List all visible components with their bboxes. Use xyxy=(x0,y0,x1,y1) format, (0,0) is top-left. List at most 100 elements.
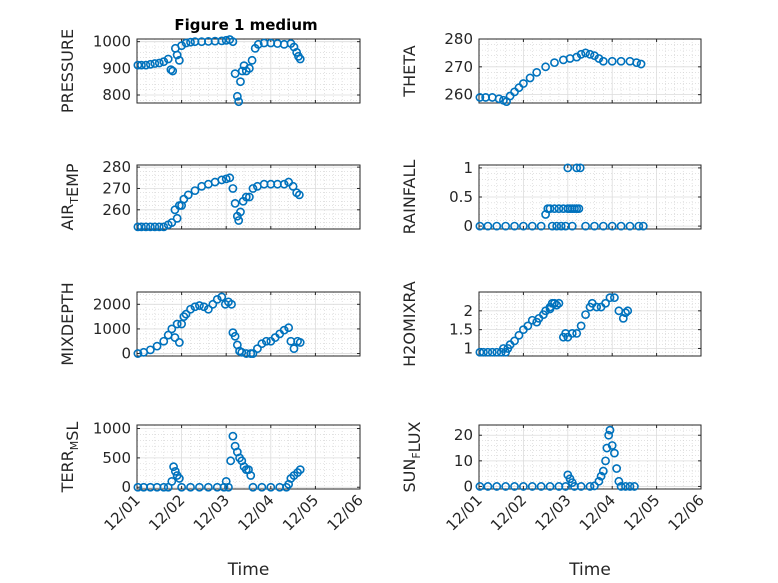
data-point xyxy=(288,181,298,191)
data-point xyxy=(519,482,528,491)
data-point xyxy=(247,55,257,65)
y-axis-label: TERRMSL xyxy=(58,422,82,494)
data-point xyxy=(253,39,263,49)
data-point xyxy=(141,222,151,232)
data-point xyxy=(536,221,546,231)
data-point xyxy=(612,464,622,473)
data-point xyxy=(605,425,615,435)
data-point xyxy=(492,482,502,491)
data-point xyxy=(536,482,546,491)
data-point xyxy=(241,192,251,202)
y-tick-label: 0 xyxy=(463,477,473,495)
data-point xyxy=(190,186,200,195)
data-point xyxy=(174,474,184,483)
data-point xyxy=(294,190,304,200)
data-point xyxy=(610,293,619,303)
y-axis-label: SUNFLUX xyxy=(400,421,424,492)
data-point xyxy=(610,448,619,458)
data-point xyxy=(166,65,176,75)
data-point xyxy=(227,299,236,309)
series-markers xyxy=(133,35,305,107)
data-point xyxy=(167,476,177,486)
data-point xyxy=(172,50,182,60)
data-point xyxy=(519,79,528,88)
y-tick-label: 260 xyxy=(102,201,131,219)
data-point xyxy=(483,221,493,231)
y-tick-label: 800 xyxy=(102,86,131,104)
data-point xyxy=(550,298,559,308)
data-point xyxy=(510,482,519,491)
axes-box xyxy=(136,424,361,490)
data-point xyxy=(225,173,235,183)
data-point xyxy=(594,476,604,486)
data-point xyxy=(159,336,169,346)
data-point xyxy=(179,312,189,322)
plot-area xyxy=(479,39,701,103)
data-point xyxy=(261,336,271,346)
data-point xyxy=(234,97,244,107)
subplot-rainfall: 0 0.5 1 RAINFALL xyxy=(400,159,702,235)
data-point xyxy=(234,216,244,225)
data-point xyxy=(607,56,617,66)
data-point xyxy=(638,221,648,231)
subplot-theta: 260 270 280 THETA xyxy=(400,30,702,107)
series-markers xyxy=(475,293,633,357)
data-point xyxy=(572,163,582,173)
data-point xyxy=(199,302,209,312)
data-point xyxy=(181,309,191,319)
y-axis-label: AIRTEMP xyxy=(58,163,82,230)
data-point xyxy=(237,347,247,357)
data-point xyxy=(167,218,177,227)
data-point xyxy=(592,302,602,312)
data-point xyxy=(541,62,550,72)
data-point xyxy=(616,482,626,491)
data-point xyxy=(574,204,584,214)
data-point xyxy=(150,222,160,232)
x-tick-label: 12/04 xyxy=(576,491,619,534)
data-point xyxy=(585,482,595,491)
data-point xyxy=(576,482,586,491)
data-point xyxy=(605,293,615,303)
data-point xyxy=(552,300,562,310)
data-point xyxy=(552,221,562,231)
data-point xyxy=(186,37,195,47)
data-point xyxy=(244,192,254,202)
data-point xyxy=(212,294,222,304)
subplot-h2omixra: 11.52 H2OMIXRA xyxy=(400,281,702,367)
data-point xyxy=(150,59,160,68)
data-point xyxy=(163,54,173,64)
data-point xyxy=(501,221,511,231)
data-point xyxy=(494,94,504,104)
data-point xyxy=(183,190,193,200)
data-point xyxy=(525,73,535,83)
data-point xyxy=(295,54,305,64)
data-point xyxy=(563,163,573,173)
data-point xyxy=(614,476,624,486)
x-tick-label: 12/06 xyxy=(324,491,367,534)
series-markers xyxy=(133,173,304,232)
data-point xyxy=(137,60,146,70)
data-point xyxy=(170,333,180,342)
data-point xyxy=(226,456,236,466)
data-point xyxy=(514,330,524,340)
data-point xyxy=(230,198,240,208)
data-point xyxy=(141,60,151,70)
data-point xyxy=(483,347,493,357)
data-point xyxy=(616,221,626,231)
y-tick-label: 10 xyxy=(454,452,473,470)
data-point xyxy=(154,222,164,232)
subplot-mixdepth: 0 1000 2000 MIXDEPTH xyxy=(58,282,361,366)
data-point xyxy=(607,441,617,450)
data-point xyxy=(632,58,642,68)
data-point xyxy=(237,66,247,76)
axes-box xyxy=(136,38,361,104)
y-tick-label: 0 xyxy=(121,345,131,363)
x-tick-label: 12/05 xyxy=(279,491,322,534)
data-point xyxy=(168,66,178,76)
data-point xyxy=(621,482,630,491)
data-point xyxy=(550,58,559,68)
x-tick-label: 12/02 xyxy=(145,491,188,534)
y-tick-label: 500 xyxy=(102,449,131,467)
data-point xyxy=(167,324,177,334)
